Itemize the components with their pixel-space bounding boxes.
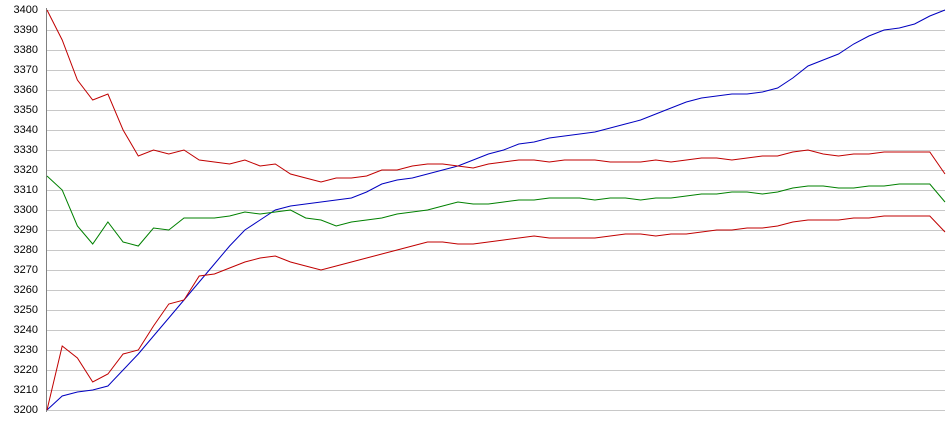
y-tick-label: 3250 — [14, 304, 38, 316]
y-tick-label: 3300 — [14, 204, 38, 216]
y-tick-label: 3230 — [14, 344, 38, 356]
line-series — [46, 9, 946, 411]
y-tick-label: 3350 — [14, 104, 38, 116]
y-tick-label: 3280 — [14, 244, 38, 256]
y-tick-label: 3340 — [14, 124, 38, 136]
y-tick-label: 3330 — [14, 144, 38, 156]
y-tick-label: 3240 — [14, 324, 38, 336]
y-tick-label: 3260 — [14, 284, 38, 296]
y-tick-label: 3370 — [14, 64, 38, 76]
y-tick-label: 3390 — [14, 24, 38, 36]
y-tick-label: 3400 — [14, 4, 38, 16]
y-tick-label: 3210 — [14, 384, 38, 396]
y-tick-label: 3310 — [14, 184, 38, 196]
y-tick-label: 3320 — [14, 164, 38, 176]
y-tick-label: 3270 — [14, 264, 38, 276]
line-series — [46, 175, 946, 247]
y-tick-label: 3290 — [14, 224, 38, 236]
y-tick-label: 3220 — [14, 364, 38, 376]
y-tick-label: 3380 — [14, 44, 38, 56]
line-series — [46, 215, 946, 411]
line-series — [46, 9, 946, 183]
y-tick-label: 3360 — [14, 84, 38, 96]
y-tick-label: 3200 — [14, 404, 38, 416]
